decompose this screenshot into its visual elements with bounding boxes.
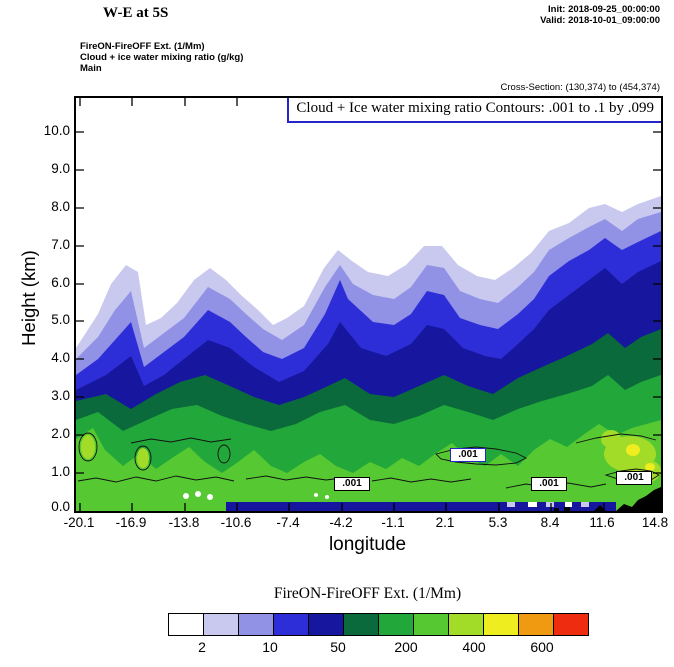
surface-navy-band (226, 502, 616, 511)
legend-title: FireON-FireOFF Ext. (1/Mm) (273, 585, 462, 602)
legend-tick: 2 (198, 639, 206, 655)
colorbar-cell (484, 614, 519, 635)
y-tick: 0.0 (51, 499, 70, 514)
colorbar (168, 613, 589, 636)
x-tick: -20.1 (63, 515, 95, 530)
plot-inner-title: Cloud + Ice water mixing ratio Contours:… (287, 98, 661, 123)
x-tick: -13.8 (168, 515, 200, 530)
colorbar-cell (519, 614, 554, 635)
legend-tick: 50 (330, 639, 346, 655)
legend-tick: 600 (530, 639, 554, 655)
x-tick: -4.2 (329, 515, 353, 530)
y-tick: 5.0 (51, 312, 70, 327)
colorbar-cell (274, 614, 309, 635)
contour-fill-lightgreen (76, 420, 661, 511)
terrain-silhouette (554, 487, 661, 511)
legend-tick: 200 (394, 639, 418, 655)
contour-label: .001 (531, 477, 567, 491)
y-tick: 2.0 (51, 426, 70, 441)
x-tick: 14.8 (641, 515, 669, 530)
colorbar-cell (204, 614, 239, 635)
y-tick: 10.0 (43, 123, 70, 138)
colorbar-cell (309, 614, 344, 635)
colorbar-cell (169, 614, 204, 635)
legend-tick: 10 (262, 639, 278, 655)
colorbar-cell (379, 614, 414, 635)
y-tick: 9.0 (51, 161, 70, 176)
y-tick: 8.0 (51, 199, 70, 214)
x-tick: 8.4 (540, 515, 560, 530)
domain-line: Main (80, 63, 102, 74)
figure-title: W-E at 5S (103, 5, 169, 21)
x-tick: -16.9 (115, 515, 147, 530)
contour-label: .001 (334, 477, 370, 491)
valid-time: Valid: 2018-10-01_09:00:00 (540, 15, 660, 26)
model-line: FireON-FireOFF Ext. (1/Mm) (80, 41, 205, 52)
x-tick: -7.4 (276, 515, 300, 530)
contour-fill-yellow (626, 444, 655, 471)
surface-dash-speckles (183, 491, 589, 507)
x-tick: 5.3 (488, 515, 508, 530)
x-tick: 2.1 (435, 515, 455, 530)
colorbar-cell (239, 614, 274, 635)
y-tick: 6.0 (51, 275, 70, 290)
field-line: Cloud + ice water mixing ratio (g/kg) (80, 52, 244, 63)
y-tick: 4.0 (51, 350, 70, 365)
init-time: Init: 2018-09-25_00:00:00 (548, 4, 660, 15)
colorbar-cell (344, 614, 379, 635)
legend-tick: 400 (462, 639, 486, 655)
x-tick: -10.6 (220, 515, 252, 530)
y-tick: 3.0 (51, 388, 70, 403)
y-tick: 1.0 (51, 464, 70, 479)
y-tick: 7.0 (51, 237, 70, 252)
mixing-ratio-contour-lines (77, 432, 660, 489)
contour-label: .001 (616, 471, 652, 485)
header-timestamps: Init: 2018-09-25_00:00:00 Valid: 2018-10… (540, 4, 660, 26)
colorbar-cell (554, 614, 588, 635)
contour-label: .001 (450, 448, 486, 462)
colorbar-cell (449, 614, 484, 635)
x-axis-label: longitude (328, 534, 407, 555)
x-tick: -1.1 (381, 515, 405, 530)
x-tick: 11.6 (589, 515, 615, 530)
cross-section-label: Cross-Section: (130,374) to (454,374) (500, 82, 660, 93)
plot-area: Cloud + Ice water mixing ratio Contours:… (74, 96, 663, 513)
contour-field (76, 98, 661, 511)
colorbar-cell (414, 614, 449, 635)
